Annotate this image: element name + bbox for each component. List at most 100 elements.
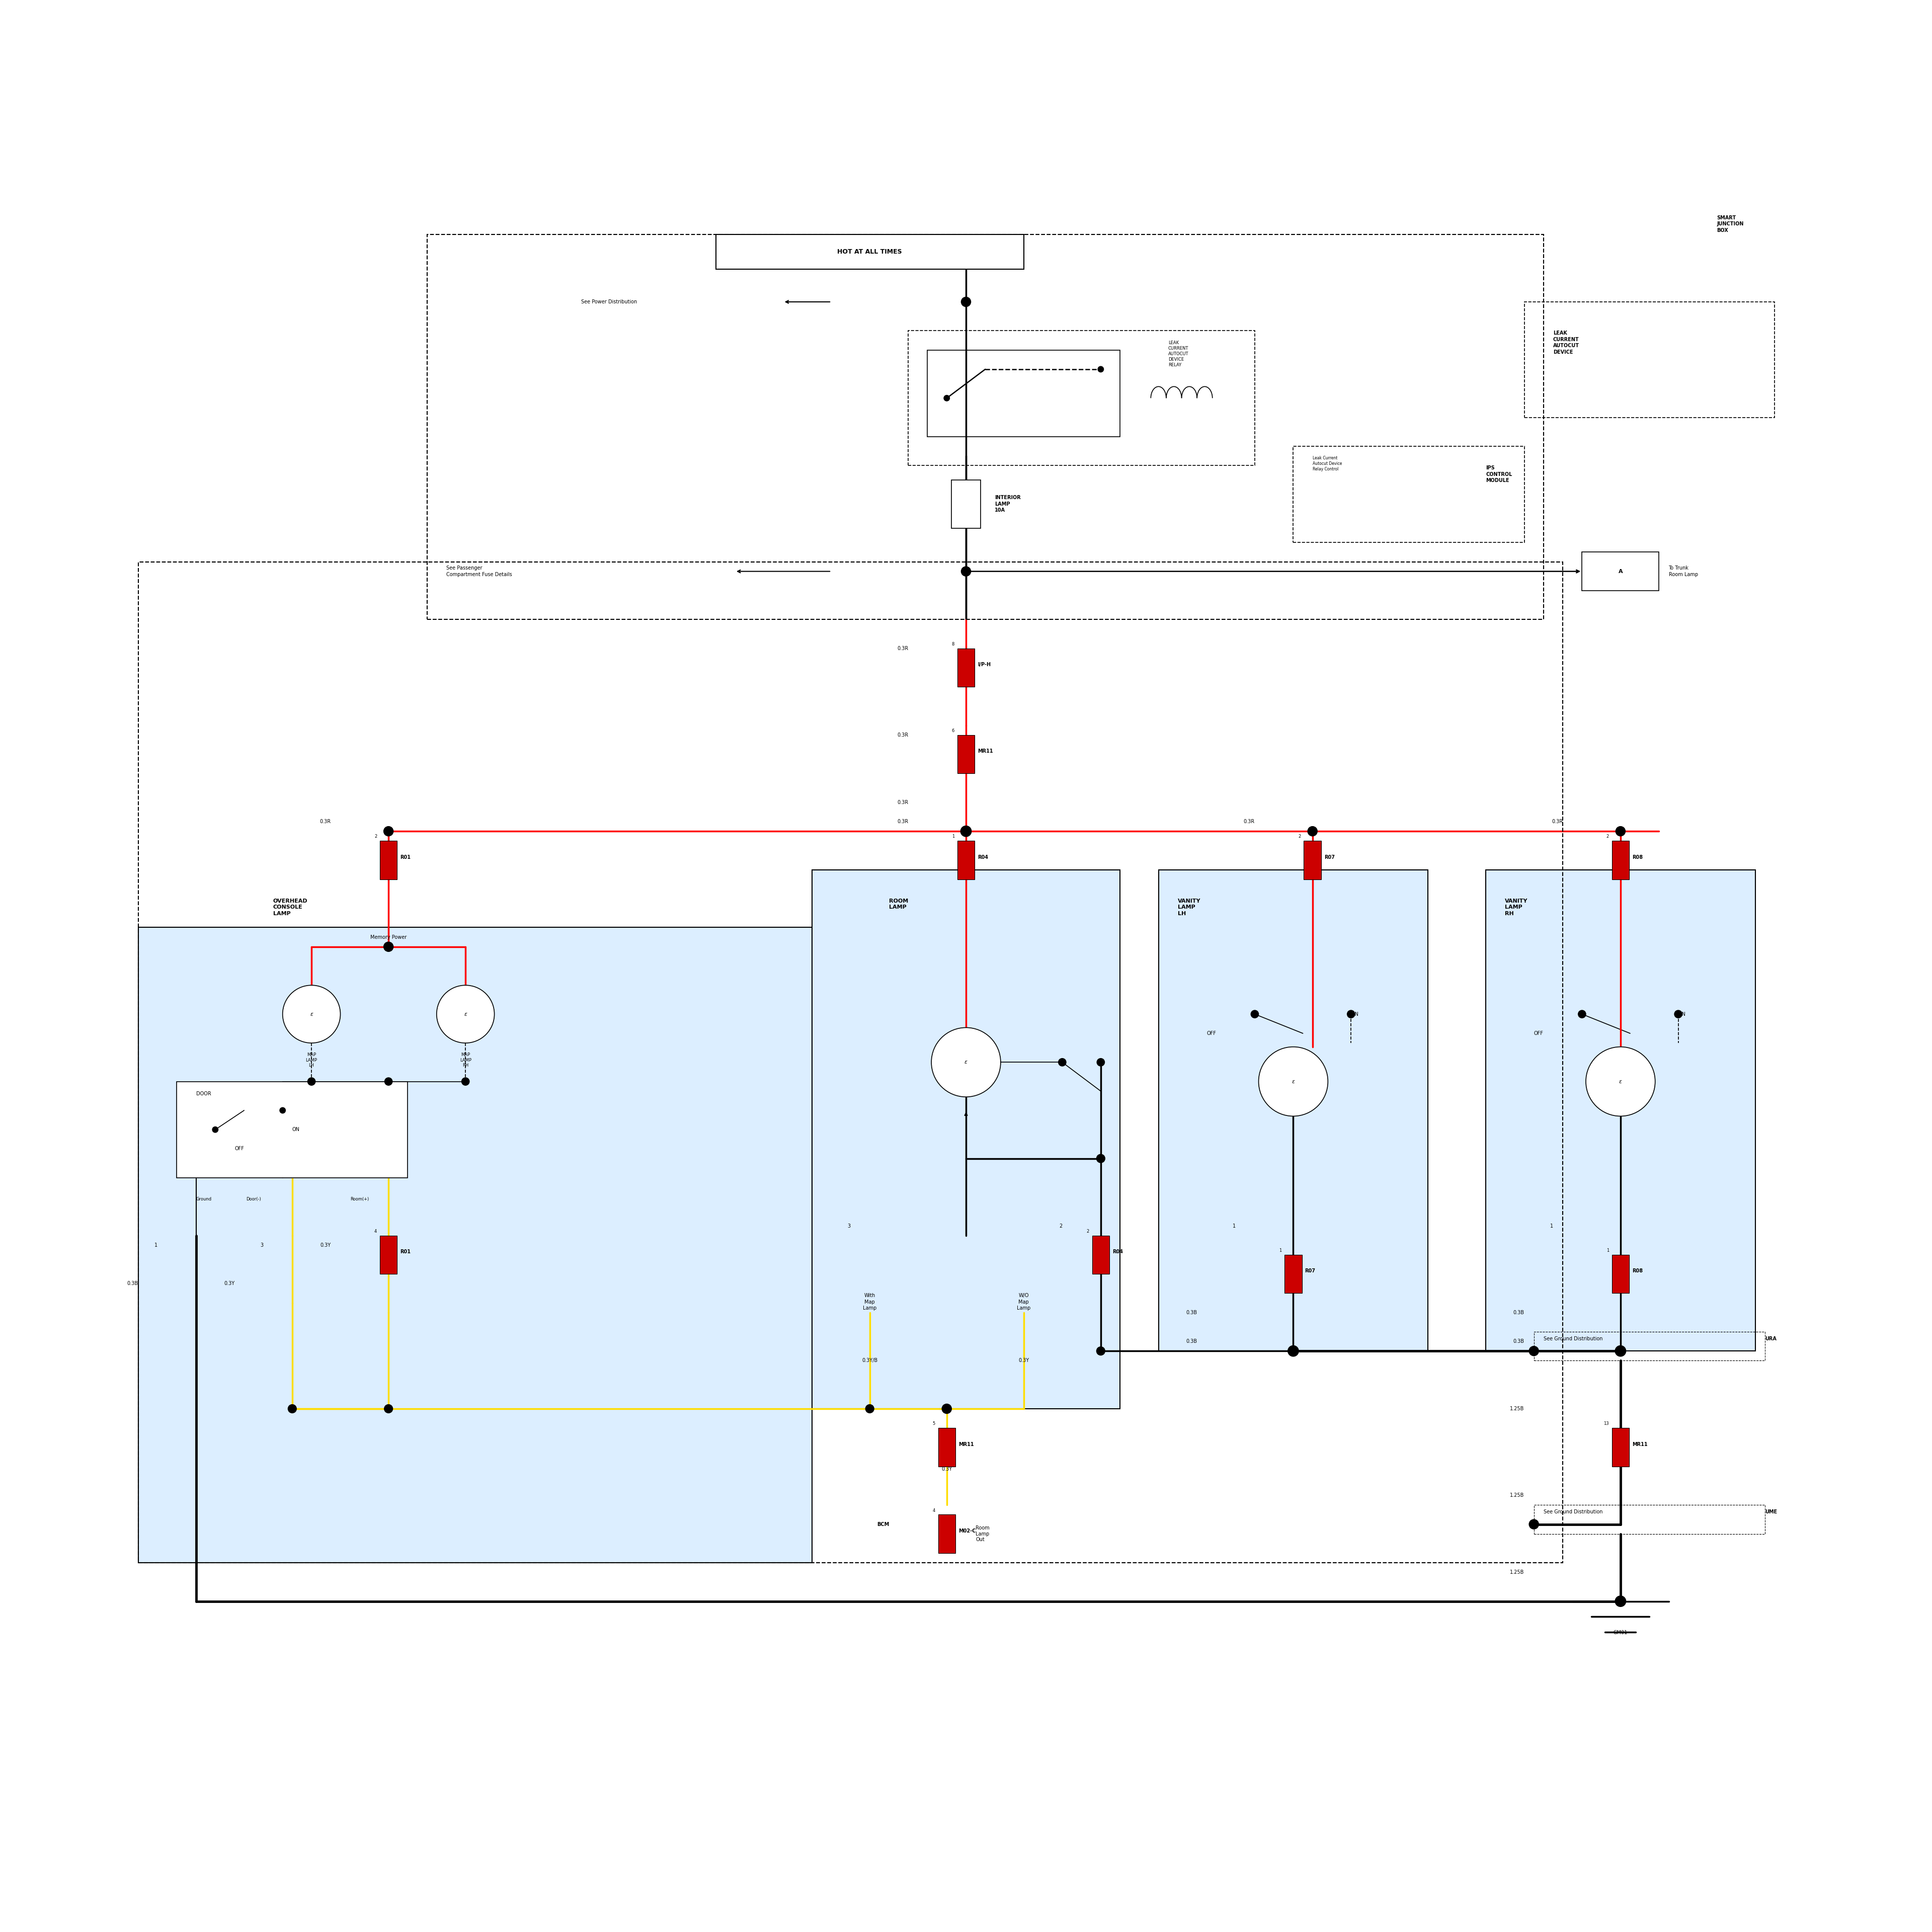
- Text: ε: ε: [464, 1012, 468, 1016]
- Text: 0.3B: 0.3B: [1186, 1339, 1198, 1345]
- Text: MR11: MR11: [978, 750, 993, 753]
- Text: 2: 2: [375, 835, 377, 838]
- Circle shape: [384, 827, 394, 837]
- Text: W/O
Map
Lamp: W/O Map Lamp: [1016, 1293, 1030, 1310]
- Circle shape: [1097, 1059, 1105, 1066]
- Circle shape: [1347, 1010, 1354, 1018]
- Text: 4: 4: [375, 1229, 377, 1233]
- Circle shape: [288, 1405, 296, 1412]
- Circle shape: [1528, 1519, 1538, 1528]
- Circle shape: [1289, 1345, 1298, 1356]
- Bar: [1611, 840, 1629, 879]
- Bar: [927, 350, 1121, 437]
- Text: Room(+): Room(+): [350, 1198, 369, 1202]
- Text: Leak Current
Autocut Device
Relay Control: Leak Current Autocut Device Relay Contro…: [1312, 456, 1343, 471]
- Text: R07: R07: [1323, 854, 1335, 860]
- Bar: [1534, 1331, 1764, 1360]
- Bar: [908, 330, 1254, 466]
- Text: 0.3B: 0.3B: [1513, 1310, 1524, 1316]
- Circle shape: [1097, 1153, 1105, 1163]
- Text: MAP
LAMP
RH: MAP LAMP RH: [460, 1053, 471, 1068]
- Text: 1.25B: 1.25B: [1511, 1571, 1524, 1575]
- Text: 1: 1: [952, 835, 954, 838]
- Circle shape: [1097, 367, 1103, 373]
- Circle shape: [282, 985, 340, 1043]
- Circle shape: [962, 827, 970, 837]
- Bar: [939, 1428, 956, 1466]
- Text: 0.3R: 0.3R: [319, 819, 330, 825]
- Bar: [958, 734, 974, 773]
- Text: M02-C: M02-C: [958, 1528, 976, 1534]
- Bar: [1304, 840, 1321, 879]
- Text: 8: 8: [952, 641, 954, 647]
- Text: 13: 13: [1604, 1422, 1609, 1426]
- Text: IPS
CONTROL
MODULE: IPS CONTROL MODULE: [1486, 466, 1513, 483]
- Text: GM01: GM01: [1613, 1631, 1627, 1634]
- Circle shape: [962, 566, 970, 576]
- Circle shape: [945, 396, 951, 402]
- Bar: [1582, 553, 1660, 591]
- Text: ε: ε: [1619, 1078, 1623, 1084]
- Bar: [176, 1082, 408, 1179]
- Text: OFF: OFF: [1534, 1032, 1544, 1036]
- Text: ε: ε: [1293, 1078, 1294, 1084]
- Circle shape: [960, 825, 972, 837]
- Circle shape: [1578, 1010, 1586, 1018]
- Bar: [952, 479, 980, 527]
- Text: 4: 4: [933, 1509, 935, 1513]
- Text: 0.3R: 0.3R: [1244, 819, 1254, 825]
- Bar: [939, 1515, 956, 1553]
- Circle shape: [1059, 1059, 1066, 1066]
- Text: Door(-): Door(-): [245, 1198, 261, 1202]
- Text: 0.3Y: 0.3Y: [1018, 1358, 1030, 1364]
- Circle shape: [384, 1405, 392, 1412]
- Circle shape: [943, 1405, 952, 1414]
- Circle shape: [384, 1078, 392, 1086]
- Text: Ground: Ground: [195, 1198, 213, 1202]
- Text: SMART
JUNCTION
BOX: SMART JUNCTION BOX: [1718, 214, 1743, 232]
- Text: OFF: OFF: [234, 1146, 243, 1151]
- Text: A: A: [1619, 568, 1623, 574]
- Text: 5: 5: [933, 1422, 935, 1426]
- Text: 0.3R: 0.3R: [896, 819, 908, 825]
- Text: 0.3Y: 0.3Y: [941, 1466, 952, 1472]
- Text: See Ground Distribution: See Ground Distribution: [1544, 1509, 1604, 1515]
- Text: Memory Power: Memory Power: [371, 935, 406, 939]
- Circle shape: [1615, 1596, 1627, 1607]
- Bar: [381, 1235, 398, 1273]
- Bar: [1285, 1254, 1302, 1293]
- Text: 0.3R: 0.3R: [896, 645, 908, 651]
- Text: See Power Distribution: See Power Distribution: [582, 299, 638, 305]
- Text: See Ground Distribution: See Ground Distribution: [1544, 1337, 1604, 1341]
- Text: UME: UME: [1764, 1509, 1777, 1515]
- Circle shape: [866, 1405, 873, 1412]
- Text: 0.3Y: 0.3Y: [224, 1281, 234, 1287]
- Text: To Trunk
Room Lamp: To Trunk Room Lamp: [1669, 566, 1698, 578]
- Circle shape: [307, 1078, 315, 1086]
- Text: 1: 1: [1233, 1223, 1235, 1229]
- Text: 0.3R: 0.3R: [896, 732, 908, 738]
- Bar: [1486, 869, 1756, 1350]
- Text: I/P-H: I/P-H: [978, 663, 991, 667]
- Text: 1: 1: [1605, 1248, 1609, 1252]
- Text: R08: R08: [1633, 1269, 1642, 1273]
- Circle shape: [1615, 1345, 1627, 1356]
- Text: 0.3Y: 0.3Y: [321, 1242, 330, 1248]
- Circle shape: [1258, 1047, 1327, 1117]
- Bar: [139, 927, 811, 1563]
- Text: MAP
LAMP
LH: MAP LAMP LH: [305, 1053, 317, 1068]
- Text: ON: ON: [292, 1126, 299, 1132]
- Bar: [1293, 446, 1524, 543]
- Circle shape: [384, 943, 394, 952]
- Circle shape: [1097, 1347, 1105, 1354]
- Text: LEAK
CURRENT
AUTOCUT
DEVICE
RELAY: LEAK CURRENT AUTOCUT DEVICE RELAY: [1169, 340, 1188, 367]
- Text: 6: 6: [952, 728, 954, 732]
- Bar: [811, 869, 1121, 1408]
- Circle shape: [437, 985, 495, 1043]
- Text: R01: R01: [400, 854, 412, 860]
- Text: 0.3R: 0.3R: [896, 800, 908, 806]
- Text: 2: 2: [1605, 835, 1609, 838]
- Text: VANITY
LAMP
LH: VANITY LAMP LH: [1179, 898, 1200, 916]
- Bar: [1611, 1254, 1629, 1293]
- Text: 2: 2: [1298, 835, 1300, 838]
